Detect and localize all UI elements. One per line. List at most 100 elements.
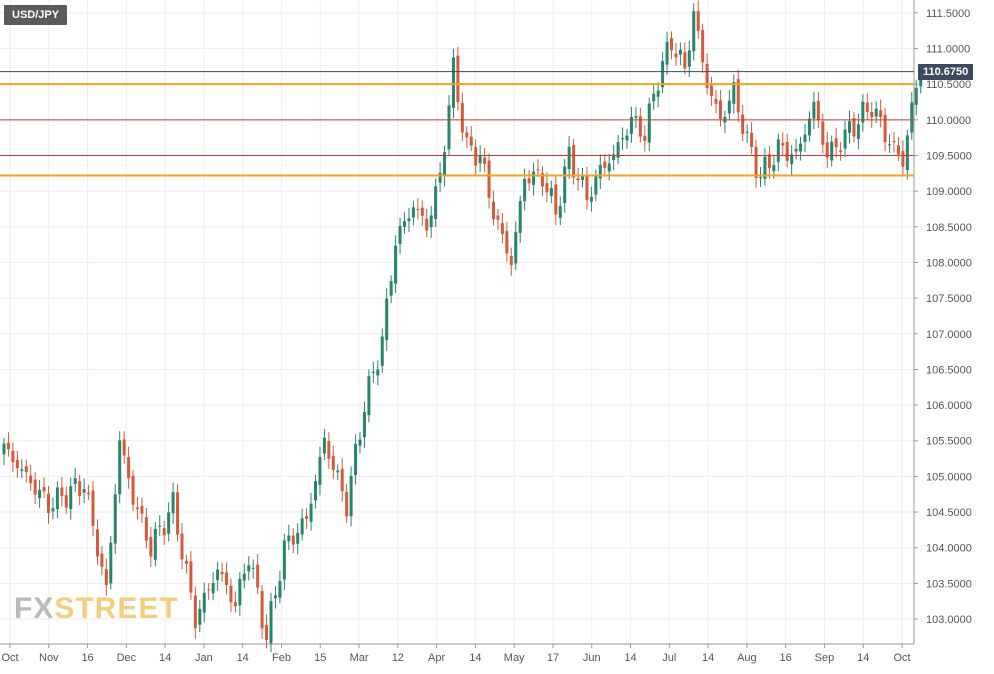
candle-body	[834, 138, 838, 148]
candle-body	[247, 565, 251, 572]
candle-body	[420, 207, 424, 216]
candle-body	[282, 540, 286, 580]
candle-body	[389, 281, 393, 296]
candle-body	[47, 493, 50, 514]
candle-body	[888, 144, 892, 146]
candle-body	[385, 298, 389, 340]
candle-body	[741, 114, 745, 134]
candle-body	[492, 201, 495, 220]
candle-body	[870, 111, 874, 118]
candle-body	[296, 532, 300, 544]
candle-body	[572, 145, 576, 178]
candle-body	[2, 443, 6, 455]
candle-body	[233, 602, 237, 607]
candle-body	[33, 479, 37, 495]
candle-body	[220, 571, 224, 575]
candle-body	[683, 52, 687, 69]
candle-body	[300, 518, 304, 535]
candle-body	[807, 118, 811, 136]
candle-body	[687, 50, 691, 67]
y-tick-label: 108.5000	[926, 222, 972, 234]
candle-body	[856, 124, 860, 139]
candle-body	[701, 29, 705, 63]
candle-body	[78, 481, 82, 497]
x-tick-label: 12	[392, 652, 404, 664]
candle-body	[487, 160, 491, 199]
candle-body	[122, 439, 126, 456]
candle-body	[523, 179, 527, 202]
candle-body	[901, 151, 905, 167]
candle-body	[500, 223, 504, 235]
candle-body	[772, 165, 776, 172]
candle-body	[225, 572, 228, 585]
x-tick-label: 14	[159, 652, 171, 664]
candle-body	[616, 142, 620, 158]
y-tick-label: 107.5000	[926, 293, 972, 305]
candle-body	[104, 569, 108, 586]
candle-body	[799, 143, 803, 152]
candle-body	[265, 624, 269, 640]
candle-body	[403, 221, 406, 227]
x-tick-label: Oct	[893, 652, 910, 664]
y-tick-label: 104.5000	[926, 507, 972, 519]
candle-body	[656, 90, 660, 97]
y-tick-label: 108.0000	[926, 257, 972, 269]
y-tick-label: 103.0000	[926, 614, 972, 626]
candle-body	[767, 154, 771, 169]
candle-body	[207, 589, 211, 591]
y-tick-label: 111.0000	[926, 43, 970, 55]
candle-body	[425, 218, 429, 231]
candle-body	[416, 208, 420, 210]
candle-body	[652, 93, 656, 102]
x-tick-label: May	[504, 652, 525, 664]
candle-body	[20, 469, 24, 471]
candle-body	[581, 176, 584, 180]
x-tick-label: 15	[314, 652, 326, 664]
candle-body	[149, 537, 153, 557]
x-tick-label: Jan	[195, 652, 213, 664]
candle-body	[278, 581, 282, 598]
candle-body	[198, 608, 202, 625]
x-tick-label: 14	[469, 652, 481, 664]
x-tick-label: 14	[702, 652, 714, 664]
candle-body	[434, 186, 438, 219]
candle-body	[714, 98, 718, 104]
candle-body	[803, 134, 807, 142]
candle-body	[527, 178, 531, 184]
candle-body	[839, 150, 843, 153]
candle-body	[848, 121, 851, 133]
candle-body	[638, 116, 642, 137]
candle-body	[812, 101, 816, 119]
candle-body	[759, 177, 762, 179]
x-tick-label: Nov	[39, 652, 59, 664]
candle-body	[790, 154, 794, 165]
y-tick-label: 110.0000	[926, 115, 971, 127]
candle-body	[785, 141, 789, 161]
candle-body	[73, 478, 77, 484]
candle-body	[919, 77, 923, 87]
candle-body	[287, 535, 291, 542]
x-tick-label: Jun	[583, 652, 601, 664]
candle-body	[202, 592, 206, 613]
candle-body	[554, 184, 558, 215]
candle-body	[314, 481, 317, 501]
candle-body	[696, 11, 700, 31]
candle-body	[55, 487, 59, 509]
candle-body	[11, 450, 15, 463]
x-tick-label: Apr	[428, 652, 445, 664]
current-price-badge: 110.6750	[918, 64, 974, 80]
candle-body	[692, 11, 696, 52]
candle-body	[64, 495, 68, 508]
candle-body	[794, 148, 798, 152]
candle-body	[589, 196, 593, 202]
candle-body	[153, 528, 157, 560]
candle-body	[647, 103, 651, 143]
candle-body	[549, 187, 553, 196]
candle-body	[358, 439, 362, 446]
candle-body	[451, 57, 455, 108]
candle-body	[238, 578, 242, 606]
candle-body	[674, 53, 678, 58]
x-tick-label: Jul	[662, 652, 676, 664]
candle-body	[629, 117, 633, 134]
candle-body	[540, 173, 544, 187]
